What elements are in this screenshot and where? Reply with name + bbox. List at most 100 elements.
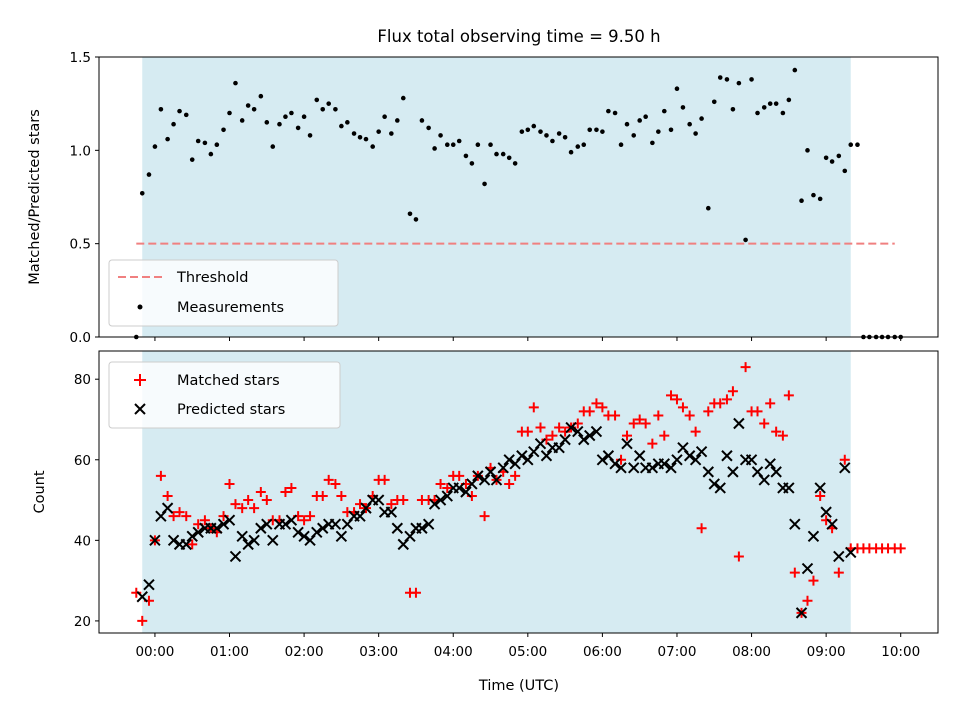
measurement-point [339,123,344,129]
top-y-ticks: 0.0 0.5 1.0 1.5 [70,50,99,346]
measurement-point [221,127,226,133]
measurement-point [556,131,562,136]
top-axes-frame [98,56,939,338]
measurement-point [500,151,506,157]
predicted-star-point [826,518,838,530]
predicted-star-point [789,518,801,530]
measurement-point [531,123,537,129]
matched-star-point [379,474,390,485]
predicted-star-point [434,494,447,506]
matched-star-point [336,491,347,502]
bottom-y-axis-label: Count [32,470,48,513]
matched-star-point [535,422,546,433]
matched-star-point [789,567,800,578]
predicted-star-point [584,429,596,442]
x-tick-label: 04:00 [434,644,473,660]
measurement-point [544,133,549,138]
matched-star-point [622,430,633,441]
bottom-panel: 00:00 01:00 02:00 03:00 04:00 05:00 06:00 07:00… [32,350,939,694]
measurement-point [333,106,338,112]
measurement-point [171,121,176,127]
predicted-star-point [490,474,503,486]
matched-star-point [634,414,645,425]
matched-star-point [442,482,453,493]
measurement-point [183,112,189,118]
predicted-star-point [733,417,745,430]
measurement-point [245,103,251,108]
measurement-point [668,127,674,133]
measurement-point [506,155,512,161]
predicted-star-point [466,478,478,490]
x-tick-label: 03:00 [359,644,398,660]
measurement-point [711,99,717,105]
matched-star-point [435,478,446,489]
measurement-point [432,146,437,151]
legend-measurements-label: Measurements [177,300,284,316]
measurement-point [146,172,152,177]
matched-star-point [783,390,794,401]
matched-star-point [230,499,241,510]
predicted-star-point [279,518,292,530]
top-x-ticks [154,337,902,341]
measurement-point [587,127,593,133]
predicted-star-point [335,530,348,543]
x-tick-label: 10:00 [881,644,920,660]
matched-star-point [684,410,695,421]
predicted-star-point [223,514,236,526]
measurement-point [450,142,456,148]
measurement-point [836,153,842,159]
predicted-star-point [478,474,491,486]
measurement-point [730,106,736,112]
measurement-point [637,118,642,123]
measurement-point [475,142,481,148]
top-y-axis-label: Matched/Predicted stars [27,109,43,285]
predicted-star-point [783,482,795,494]
measurement-point [165,136,170,142]
predicted-star-point [428,498,441,510]
measurement-point [643,114,648,120]
matched-star-point [721,394,732,405]
predicted-star-point [565,421,577,434]
measurement-point [749,77,754,82]
measurement-point [152,144,158,149]
measurement-point [283,114,288,120]
predicted-star-point [578,433,590,446]
matched-star-point [597,402,608,413]
predicted-star-point [839,462,851,474]
matched-star-point [286,482,297,493]
measurement-point [823,155,829,161]
measurement-point [139,190,145,196]
matched-star-point [584,406,595,417]
matched-star-point [740,362,751,373]
measurement-point [743,237,748,243]
predicted-star-point [311,526,323,538]
matched-star-point [162,491,173,502]
measurement-point [357,134,363,140]
matched-star-point [715,398,726,409]
measurement-point [805,148,810,153]
predicted-star-point [472,470,484,482]
matched-star-point [554,422,565,433]
measurement-point [456,138,462,144]
measurement-point [786,97,792,103]
measurement-point [469,161,475,166]
measurement-point [661,108,667,114]
measurement-point [680,105,686,110]
matched-star-point [777,430,788,441]
predicted-star-point [136,591,148,603]
measurement-point [258,93,264,99]
matched-star-point [808,575,819,586]
matched-star-point [386,499,397,510]
predicted-star-point [255,522,267,534]
predicted-star-point [404,530,416,543]
matched-star-point [174,507,185,518]
legend-threshold-label: Threshold [176,270,248,286]
matched-star-point [653,410,664,421]
legend-matched-swatch [134,374,146,386]
matched-star-point [696,523,707,534]
legend-predicted-swatch [134,403,146,415]
predicted-star-point [161,502,174,514]
matched-star-point [628,418,639,429]
measurement-point [227,110,232,116]
bottom-x-ticks: 00:00 01:00 02:00 03:00 04:00 05:00 06:00 07:00… [135,633,920,660]
